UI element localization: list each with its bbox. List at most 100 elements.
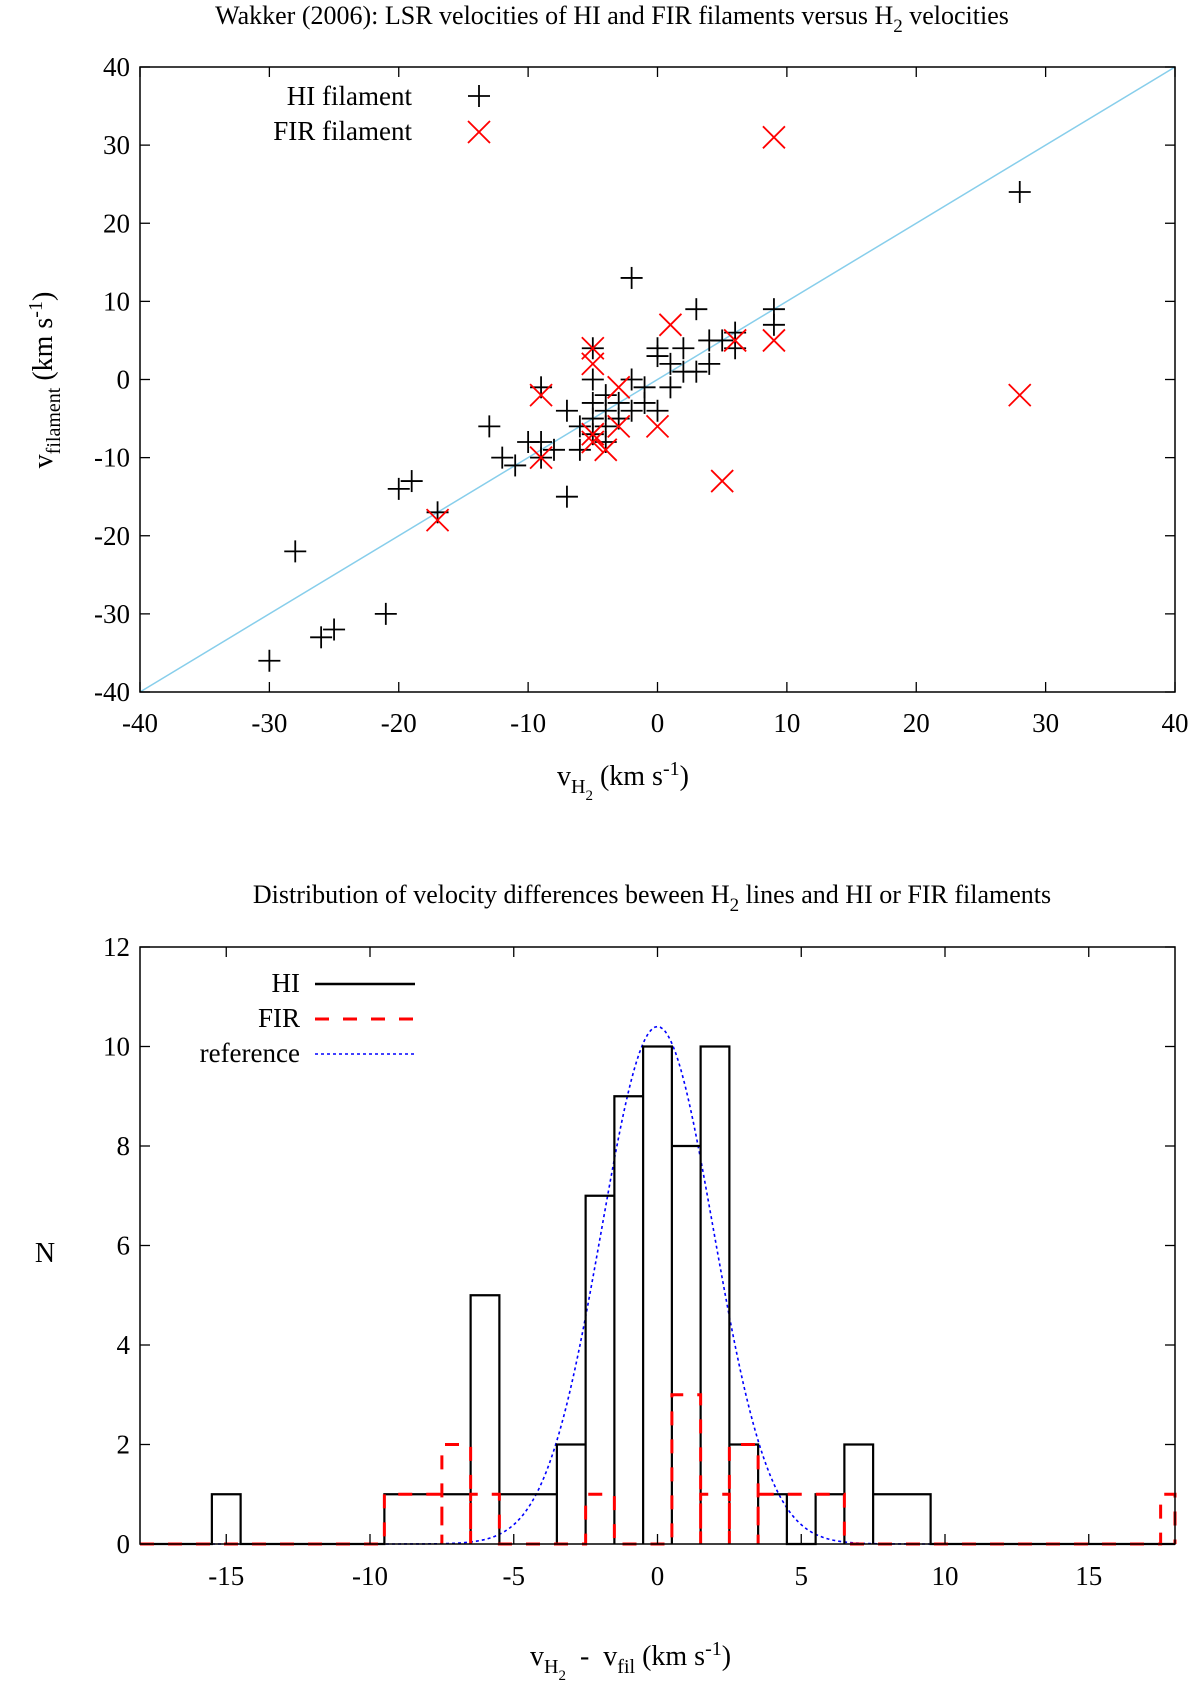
fir-filament-point [762,328,786,353]
x-tick-label: 0 [651,708,665,738]
hi-filament-point [323,618,346,641]
hi-filament-point [555,399,578,422]
scatter-legend: HI filament FIR filament [273,81,491,146]
y-tick-label: 6 [117,1231,131,1261]
x-tick-label: 10 [932,1561,959,1591]
y-tick-label: 20 [103,208,130,238]
hi-filament-point [491,446,514,469]
y-tick-label: -30 [94,599,130,629]
y-tick-label: -40 [94,677,130,707]
hi-filament-point [284,540,307,563]
scatter-chart: Wakker (2006): LSR velocities of HI and … [25,1,1189,804]
legend-marker-cross [467,120,491,144]
fir-histogram [140,1393,1177,1546]
hi-filament-point [711,329,734,352]
hi-filament-point [374,602,397,625]
fir-filament-point [658,313,683,337]
hi-filament-point [555,485,578,508]
y-tick-label: 8 [117,1131,131,1161]
x-tick-label: 0 [651,1561,665,1591]
reference-gaussian-curve [140,1025,1175,1545]
y-tick-label: -10 [94,443,130,473]
y-tick-label: 4 [117,1330,131,1360]
histogram-y-axis-label: N [35,1238,55,1269]
fir-filament-point [581,352,605,376]
y-tick-label: 0 [117,365,131,395]
legend-label-hi-filament: HI filament [287,81,413,111]
fir-filament-point [581,430,605,454]
hi-filament-point [672,337,695,360]
hi-filament-point [685,298,708,321]
hi-filament-point [685,360,708,383]
hi-filament-point [568,415,591,438]
x-tick-label: -15 [208,1561,244,1591]
y-tick-label: -20 [94,521,130,551]
x-tick-label: -30 [251,708,287,738]
histogram-title: Distribution of velocity differences bew… [253,880,1051,916]
reference-line [139,66,1176,693]
fir-filament-point [529,383,553,407]
x-tick-label: -10 [510,708,546,738]
fir-filament-point [762,125,786,149]
legend-label-fir-filament: FIR filament [273,116,412,146]
hi-filament-point [646,345,669,368]
fir-filament-point [710,469,734,493]
hi-filament-point [568,438,591,461]
hi-filament-point [478,415,501,438]
legend-marker-plus [468,85,490,107]
legend-label-reference: reference [200,1038,300,1068]
scatter-title: Wakker (2006): LSR velocities of HI and … [215,1,1009,37]
x-tick-label: -5 [503,1561,526,1591]
hi-filament-point [581,368,604,391]
hi-filament-point [620,399,643,422]
hi-filament-point [646,399,669,422]
hi-filament-point [762,313,785,336]
fir-filament-point [529,445,553,470]
hi-filament-point [400,470,423,493]
y-tick-label: 10 [103,286,130,316]
y-tick-label: 2 [117,1430,131,1460]
fir-filament-point [607,375,631,399]
y-tick-label: 0 [117,1529,131,1559]
x-tick-label: 15 [1075,1561,1102,1591]
hi-filament-point [258,649,281,672]
fir-filament-point [1008,383,1032,407]
histogram-chart: Distribution of velocity differences bew… [35,880,1177,1684]
y-tick-label: 40 [103,52,130,82]
fir-filament-point [723,328,747,353]
legend-label-hi: HI [272,968,301,998]
x-tick-label: -20 [381,708,417,738]
y-tick-label: 10 [103,1032,130,1062]
hi-filament-point [310,626,333,649]
hi-histogram [140,1045,1175,1546]
fir-filament-point [607,414,631,439]
histogram-plot-frame [139,946,1176,1545]
y-tick-label: 30 [103,130,130,160]
x-tick-label: -10 [352,1561,388,1591]
x-tick-label: -40 [122,708,158,738]
x-tick-label: 20 [903,708,930,738]
hi-filament-point [659,376,682,399]
x-tick-label: 40 [1162,708,1189,738]
histogram-legend: HI FIR reference [200,968,415,1068]
x-tick-label: 30 [1032,708,1059,738]
histogram-x-axis-label: vH2 - vfil (km s-1) [530,1638,731,1684]
scatter-x-axis-label: vH2 (km s-1) [557,758,689,804]
hi-filament-point [504,454,527,477]
x-tick-label: 5 [795,1561,809,1591]
hi-filament-point [633,391,656,414]
hi-filament-point [620,368,643,391]
x-tick-label: 10 [773,708,800,738]
hi-filament-point [620,266,643,289]
scatter-y-axis-label: vfilament (km s-1) [25,292,65,469]
legend-label-fir: FIR [258,1003,300,1033]
hi-filament-point [387,477,410,500]
fir-filament-point [425,508,450,532]
fir-filament-point [594,438,618,462]
fir-filament-point [645,414,670,439]
hi-filament-point [1008,181,1031,203]
hi-filament-point [659,352,682,375]
hi-filament-point [543,438,565,461]
y-tick-label: 12 [103,932,130,962]
